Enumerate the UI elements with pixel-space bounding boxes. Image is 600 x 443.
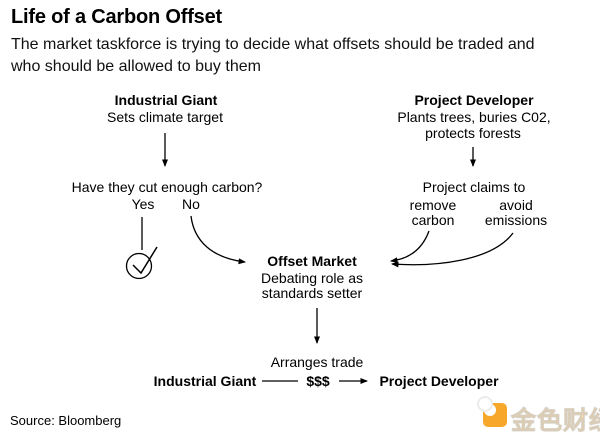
watermark: 金色财经 (477, 396, 600, 438)
watermark-ring-icon (477, 396, 493, 412)
page-title: Life of a Carbon Offset (11, 6, 222, 28)
offset-market-desc-line-2: standards setter (261, 285, 363, 301)
node-project-developer-label: Project Developer (414, 92, 534, 108)
node-industrial-giant-label: Industrial Giant (114, 92, 218, 108)
bottom-industrial-giant-label: Industrial Giant (153, 373, 257, 389)
node-offset-market-desc: Debating role as standards setter (261, 271, 363, 301)
node-offset-market-label: Offset Market (267, 253, 357, 269)
claim-avoid-line-2: emissions (484, 212, 548, 228)
arrow-no-curve-icon (190, 215, 246, 265)
arrow-remove-carbon-curve-icon (390, 230, 430, 264)
arranges-trade-text: Arranges trade (270, 354, 364, 370)
question-text: Have they cut enough carbon? (71, 179, 263, 195)
subtitle-line-1: The market taskforce is trying to decide… (11, 36, 535, 53)
claim-avoid-emissions: avoid emissions (485, 198, 547, 228)
subtitle-line-2: who should be allowed to buy them (11, 58, 261, 75)
offset-market-desc-line-1: Debating role as (261, 270, 363, 286)
money-label: $$$ (306, 373, 330, 389)
node-project-developer-desc-line-2: protects forests (425, 125, 521, 141)
watermark-text: 金色财经 (510, 407, 600, 436)
claim-remove-line-1: remove (409, 197, 457, 213)
node-industrial-giant-desc: Sets climate target (107, 109, 223, 125)
check-icon (132, 246, 158, 275)
source-credit: Source: Bloomberg (10, 413, 122, 428)
claim-remove-carbon: remove carbon (410, 198, 457, 228)
check-circle-icon (125, 252, 153, 280)
bottom-project-developer-label: Project Developer (379, 373, 499, 389)
yes-label: Yes (131, 196, 155, 212)
project-claims-text: Project claims to (422, 179, 526, 195)
claim-remove-line-2: carbon (411, 212, 455, 228)
claim-avoid-line-1: avoid (499, 197, 533, 213)
no-label: No (182, 196, 200, 212)
node-project-developer-desc-line-1: Plants trees, buries C02, (397, 109, 551, 125)
arrow-avoid-emissions-curve-icon (391, 232, 514, 268)
